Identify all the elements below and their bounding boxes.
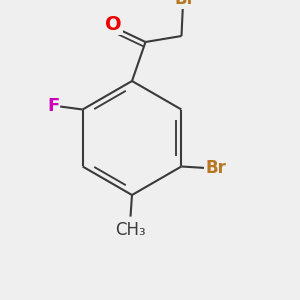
Text: CH₃: CH₃ xyxy=(115,221,146,239)
Text: O: O xyxy=(105,15,122,34)
Text: Br: Br xyxy=(205,159,226,177)
Text: Br: Br xyxy=(174,0,195,8)
Text: F: F xyxy=(47,97,59,115)
